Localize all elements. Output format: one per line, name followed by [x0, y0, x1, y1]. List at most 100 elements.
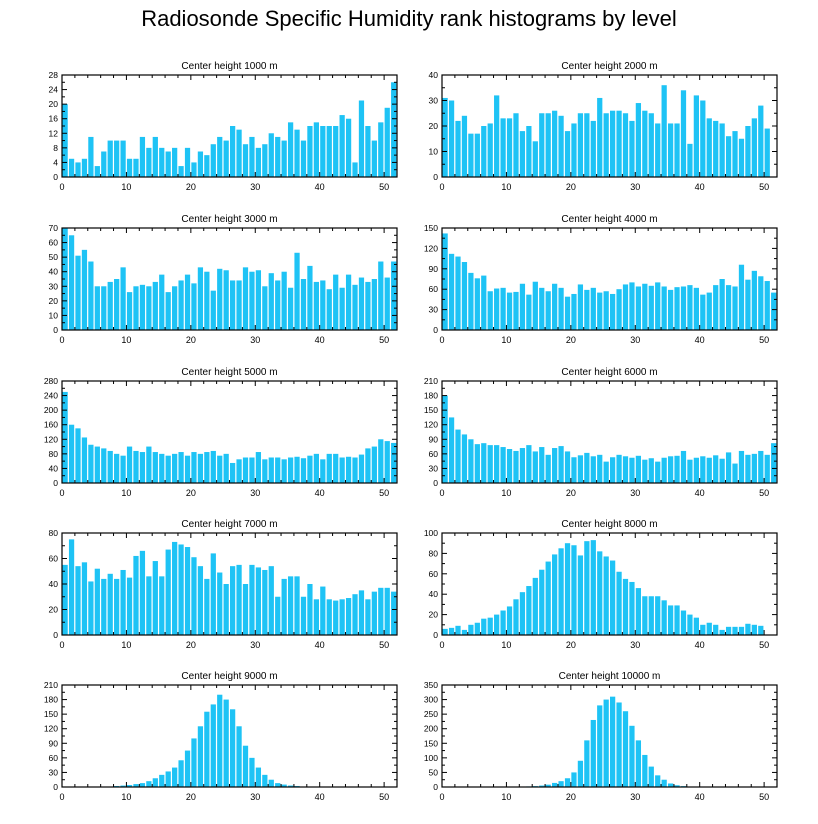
bar: [139, 284, 146, 330]
bar: [487, 617, 493, 635]
bar: [184, 750, 191, 787]
bar: [287, 122, 294, 177]
x-tick-label: 40: [695, 792, 705, 802]
bar: [378, 439, 384, 483]
bar: [358, 590, 365, 635]
x-tick-label: 20: [566, 335, 576, 345]
x-tick-label: 40: [315, 182, 325, 192]
bar: [481, 618, 487, 635]
bar: [519, 283, 526, 330]
bar: [655, 775, 661, 787]
bar: [326, 126, 332, 177]
bar: [133, 555, 139, 635]
bar: [764, 128, 770, 177]
bar: [622, 113, 629, 177]
chart-title: Center height 7000 m: [181, 519, 277, 530]
bar: [94, 446, 100, 483]
bar: [178, 452, 184, 483]
y-tick-label: 16: [49, 114, 59, 124]
bar: [94, 286, 100, 330]
bar: [455, 256, 461, 330]
y-tick-label: 0: [53, 325, 58, 335]
bar: [300, 279, 307, 330]
bar: [146, 286, 152, 330]
bar: [210, 144, 216, 177]
x-tick-label: 10: [121, 488, 131, 498]
x-tick-label: 10: [501, 640, 511, 650]
bar: [191, 452, 197, 483]
bar: [217, 136, 223, 177]
bar: [345, 118, 352, 177]
bar: [687, 614, 693, 635]
bar: [146, 781, 152, 787]
bar: [391, 261, 397, 330]
x-tick-label: 20: [566, 182, 576, 192]
bar: [217, 455, 223, 483]
x-tick-label: 10: [501, 182, 511, 192]
bar: [706, 118, 712, 177]
bar: [494, 95, 500, 177]
bar: [629, 457, 635, 483]
bar: [223, 453, 229, 483]
bar: [461, 629, 468, 635]
bar: [487, 123, 493, 177]
bar: [223, 584, 229, 635]
bar: [255, 147, 262, 177]
bar: [713, 120, 719, 177]
y-tick-label: 0: [433, 172, 438, 182]
bar: [713, 455, 719, 483]
bar: [629, 282, 635, 330]
bar: [313, 122, 319, 177]
bar: [487, 291, 493, 330]
bar: [674, 785, 680, 787]
bar: [603, 556, 609, 635]
bar: [468, 624, 474, 635]
bar: [751, 624, 757, 635]
bar: [552, 283, 558, 330]
bar: [661, 457, 667, 483]
bar: [700, 100, 706, 177]
bar: [764, 281, 770, 330]
bar: [597, 292, 603, 330]
bar: [326, 599, 332, 635]
bar: [648, 285, 654, 330]
bar: [172, 286, 178, 330]
bar: [313, 281, 319, 330]
bar: [597, 705, 603, 787]
x-tick-label: 10: [121, 640, 131, 650]
bar: [371, 279, 377, 330]
bar: [513, 450, 519, 483]
bar: [545, 113, 551, 177]
bar: [101, 151, 107, 177]
bar: [165, 771, 171, 787]
bar: [204, 155, 210, 177]
bar: [693, 617, 699, 635]
bar: [365, 448, 371, 483]
bar: [339, 599, 345, 635]
bar: [165, 549, 171, 635]
bar: [468, 133, 474, 177]
bar: [603, 291, 609, 330]
bar: [500, 447, 506, 483]
bar: [159, 453, 165, 483]
x-tick-label: 0: [439, 182, 444, 192]
x-tick-label: 30: [630, 182, 640, 192]
bar: [262, 459, 268, 483]
chart-panel-8: Center height 8000 m 0 20 40 60 80 100 0 10 20 30 4…: [424, 519, 778, 650]
bar: [378, 587, 384, 635]
bar: [120, 140, 126, 177]
bar: [732, 131, 738, 177]
bar: [655, 596, 661, 635]
bar: [178, 544, 184, 635]
bar: [133, 450, 139, 483]
bar: [223, 270, 229, 330]
chart-panel-9: Center height 9000 m 0 30 60 90 120 150 180 210 0…: [44, 671, 398, 802]
bar: [494, 445, 500, 483]
bar: [255, 767, 262, 787]
bar: [571, 772, 577, 787]
bar: [384, 441, 390, 483]
y-tick-label: 80: [429, 548, 439, 558]
bar: [178, 280, 184, 330]
bar: [745, 126, 751, 177]
chart-title: Center height 6000 m: [561, 367, 657, 378]
